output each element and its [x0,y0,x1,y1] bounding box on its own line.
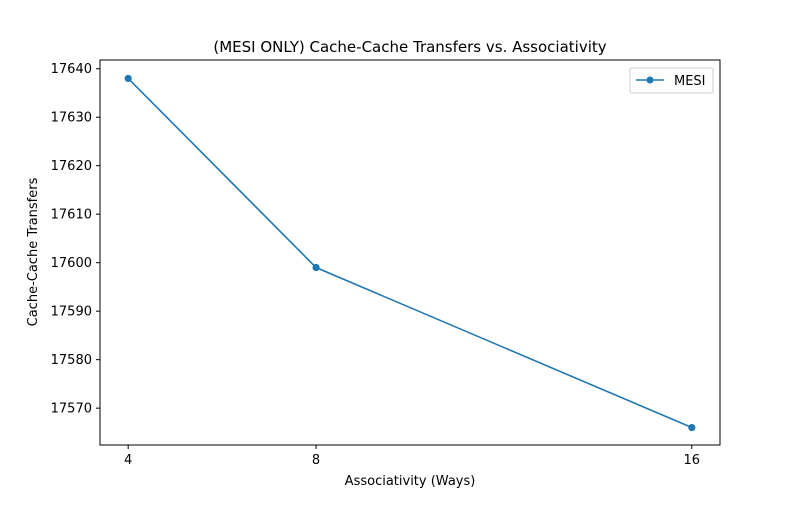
data-point [312,263,320,272]
plot-area [124,74,696,432]
y-tick-label: 17630 [51,111,92,126]
legend-marker [646,76,654,84]
chart-title: (MESI ONLY) Cache-Cache Transfers vs. As… [213,38,606,56]
data-point [688,423,696,432]
legend-label-mesi: MESI [674,74,706,89]
y-axis: 17570 17580 17590 17600 17610 17620 17630 17640 [51,62,100,417]
series-line-mesi [127,77,693,429]
y-tick-label: 17620 [51,159,92,174]
legend-box [629,67,714,94]
x-tick-label: 8 [312,453,320,468]
y-tick-label: 17570 [51,402,92,417]
x-tick-label: 16 [684,453,701,468]
legend: MESI [629,67,714,94]
y-tick-label: 17610 [51,208,92,223]
axes-frame [99,59,721,446]
x-axis-label: Associativity (Ways) [345,474,476,489]
y-tick-label: 17590 [51,305,92,320]
y-tick-label: 17600 [51,256,92,271]
data-point [124,74,132,83]
y-axis-label: Cache-Cache Transfers [26,177,41,326]
y-tick-label: 17580 [51,353,92,368]
x-axis: 4 8 16 [124,445,700,468]
x-tick-label: 4 [124,453,132,468]
y-tick-label: 17640 [51,62,92,77]
